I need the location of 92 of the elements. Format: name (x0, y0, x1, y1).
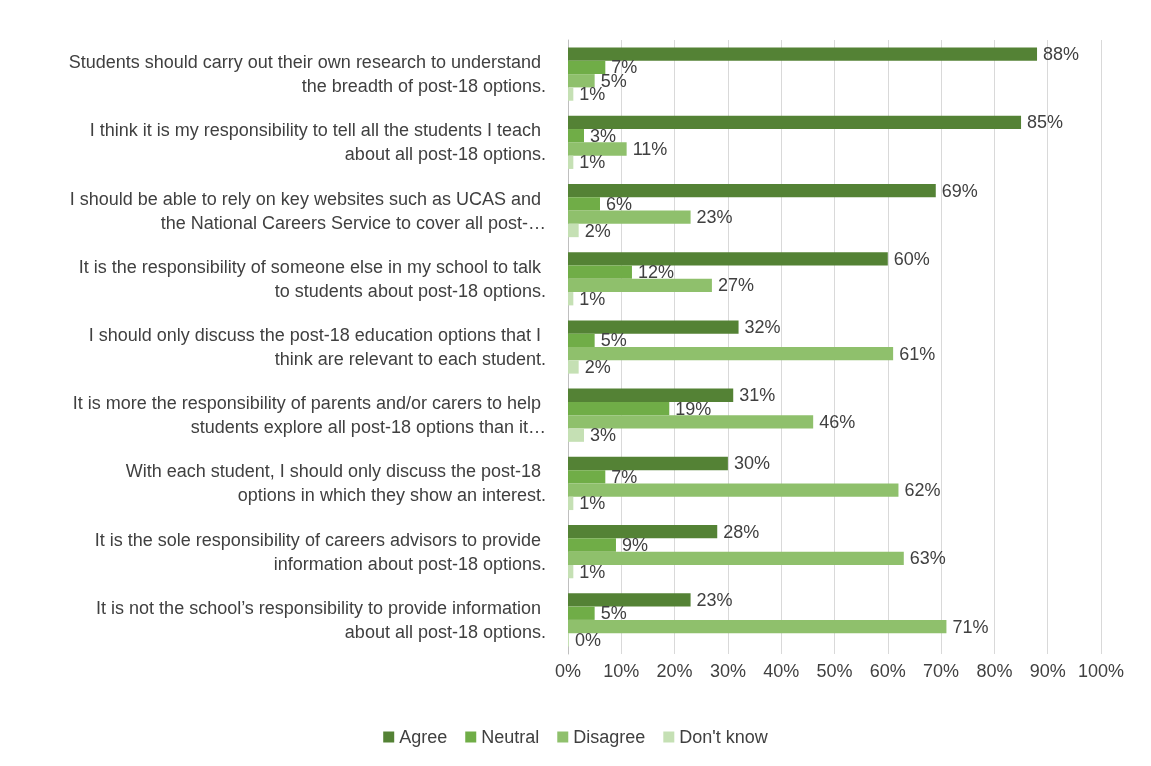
y-tick-label: It is the responsibility of someone else in my school to talk to students about post-18 options. (78, 256, 546, 301)
bar (568, 210, 691, 224)
x-tick-label: 0% (554, 661, 582, 681)
data-label: 1% (579, 288, 606, 309)
bar (568, 564, 574, 579)
data-label: 9% (621, 535, 648, 556)
y-tick-label: Students should carry out their own research to understand the breadth of post-18 options. (68, 52, 546, 97)
bar (568, 606, 595, 620)
bar (568, 619, 947, 634)
x-tick-label: 70% (923, 661, 960, 681)
x-tick-label: 30% (709, 661, 746, 681)
legend-label: Agree (399, 727, 448, 747)
bar (568, 74, 595, 88)
data-label: 63% (909, 548, 946, 569)
legend-label: Disagree (573, 727, 646, 747)
bar (568, 320, 739, 334)
data-label: 62% (904, 480, 941, 501)
bar (568, 401, 670, 416)
bar (568, 551, 904, 565)
data-label: 1% (579, 493, 606, 514)
x-tick-label: 90% (1029, 661, 1066, 681)
x-tick-label: 60% (869, 661, 906, 681)
bar (568, 470, 606, 484)
data-label: 12% (637, 262, 674, 283)
bar (568, 197, 600, 211)
data-label: 61% (899, 343, 936, 364)
data-label: 2% (584, 220, 611, 241)
bar (568, 115, 1022, 130)
data-label: 1% (579, 152, 606, 173)
y-tick-label: With each student, I should only discuss the post-18 options in which they show an interest. (125, 461, 546, 506)
data-label: 3% (589, 125, 617, 146)
bar (568, 278, 712, 293)
data-label: 46% (819, 411, 856, 432)
data-label: 27% (717, 275, 754, 296)
bar (568, 347, 894, 361)
data-label: 71% (952, 616, 989, 637)
y-tick-label: It is not the school’s responsibility to provide information about all post-18 options. (96, 597, 546, 642)
bar (568, 223, 579, 238)
data-label: 31% (739, 385, 776, 406)
x-tick-label: 50% (816, 661, 853, 681)
x-tick-label: 80% (976, 661, 1013, 681)
y-tick-label: It is the sole responsibility of careers advisors to provide information about post-18 options. (94, 529, 546, 574)
bar (568, 333, 595, 347)
legend-label: Don't know (679, 727, 769, 747)
data-label: 3% (589, 425, 617, 446)
bar (568, 129, 584, 143)
bar (568, 252, 888, 266)
data-label: 88% (1043, 44, 1080, 65)
bar (568, 183, 936, 198)
data-label: 7% (611, 466, 638, 487)
data-label: 23% (696, 207, 733, 228)
data-label: 1% (579, 561, 606, 582)
data-label: 30% (733, 453, 770, 474)
x-tick-label: 20% (656, 661, 693, 681)
data-label: 19% (675, 398, 712, 419)
data-label: 32% (744, 317, 781, 338)
bar (568, 456, 728, 471)
bar (568, 496, 574, 511)
data-label: 60% (893, 248, 930, 269)
bar (568, 47, 1038, 61)
x-tick-label: 10% (603, 661, 640, 681)
data-label: 6% (605, 193, 632, 214)
bar (568, 87, 574, 101)
bar (568, 483, 899, 497)
legend-label: Neutral (481, 727, 540, 747)
y-tick-label: I should be able to rely on key websites such as UCAS and the National Careers Service to cover all post-… (69, 188, 546, 233)
data-label: 0% (575, 629, 602, 650)
data-label: 2% (584, 356, 611, 377)
bar (568, 265, 632, 279)
bar (568, 388, 734, 402)
bar (568, 428, 584, 442)
x-tick-label: 100% (1077, 661, 1125, 681)
x-tick-label: 40% (763, 661, 800, 681)
data-label: 85% (1027, 112, 1064, 133)
bar (568, 593, 691, 607)
data-label: 11% (632, 138, 668, 159)
data-label: 28% (723, 521, 760, 542)
bar (568, 60, 606, 75)
y-tick-label: I should only discuss the post-18 education options that I think are relevant to each student. (88, 325, 546, 369)
bar (568, 525, 718, 539)
y-tick-label: I think it is my responsibility to tell all the students I teach about all post-18 options. (89, 120, 546, 165)
bar (568, 415, 814, 429)
bar (568, 142, 627, 156)
data-label: 5% (600, 603, 627, 624)
data-label: 69% (941, 180, 978, 201)
bar (568, 538, 616, 552)
bar (568, 155, 574, 169)
data-label: 23% (696, 589, 733, 610)
data-label: 5% (600, 330, 627, 351)
bar (568, 360, 579, 374)
y-tick-label: It is more the responsibility of parents and/or carers to help students explore all post-18 options than it… (72, 393, 546, 438)
bar (568, 292, 574, 306)
